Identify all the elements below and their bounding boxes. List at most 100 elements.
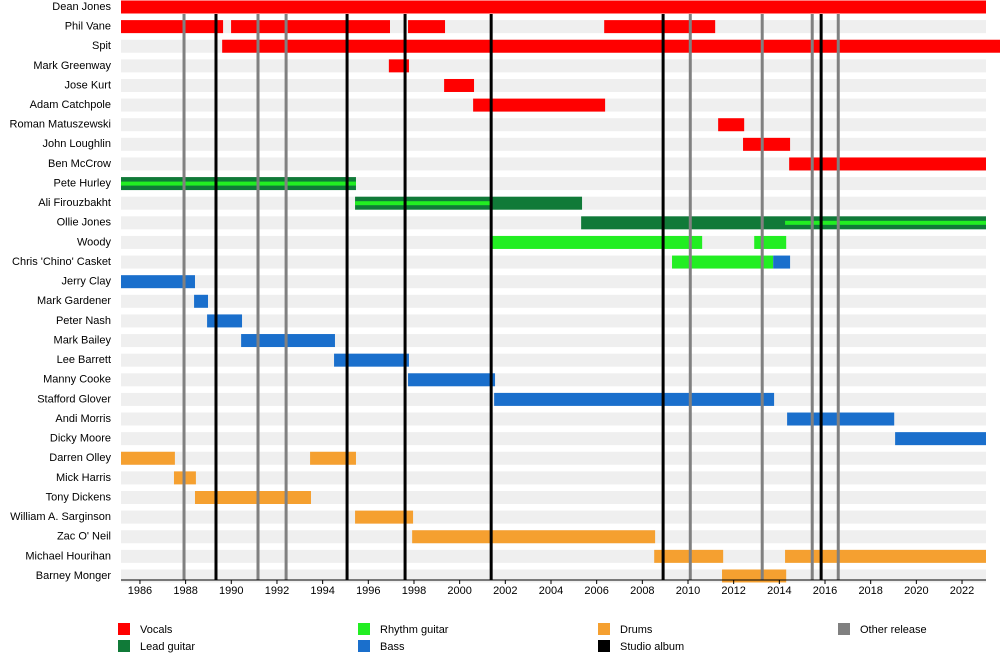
row-stripe	[121, 255, 986, 269]
member-bar	[895, 432, 986, 446]
row-stripe	[121, 432, 986, 446]
member-bar	[355, 510, 414, 524]
legend-swatch	[598, 623, 610, 635]
member-bar	[222, 39, 1000, 53]
legend-swatch	[118, 640, 130, 652]
member-name: Spit	[92, 40, 111, 52]
member-name: Zac O' Neil	[57, 531, 111, 543]
member-bar	[654, 549, 724, 563]
member-bar	[412, 530, 656, 544]
row-stripe	[121, 59, 986, 73]
member-name: Ollie Jones	[57, 217, 112, 229]
x-tick-label: 2016	[813, 585, 837, 597]
x-tick-label: 2010	[676, 585, 700, 597]
member-bar	[718, 118, 745, 132]
member-name: Tony Dickens	[46, 491, 112, 503]
x-tick-label: 1986	[128, 585, 152, 597]
member-bar	[789, 157, 986, 171]
member-name: Chris 'Chino' Casket	[12, 256, 111, 268]
member-name: Darren Olley	[49, 452, 111, 464]
row-stripe	[121, 549, 986, 563]
row-stripe	[121, 314, 986, 328]
member-name: Ali Firouzbakht	[38, 197, 111, 209]
row-stripe	[121, 294, 986, 308]
member-bar	[121, 0, 986, 14]
legend-label: Rhythm guitar	[380, 624, 449, 636]
member-bar	[334, 353, 409, 367]
row-stripe	[121, 569, 986, 583]
member-bar	[408, 373, 496, 387]
member-bar	[473, 98, 606, 112]
x-tick-label: 2022	[950, 585, 974, 597]
member-bar	[194, 294, 209, 308]
x-tick-label: 1994	[310, 585, 334, 597]
member-bar	[121, 275, 195, 289]
row-stripe	[121, 78, 986, 92]
member-name: Roman Matuszewski	[10, 119, 111, 131]
member-name: Mark Gardener	[37, 295, 111, 307]
row-stripe	[121, 157, 986, 171]
member-bar	[773, 255, 791, 269]
member-bar	[121, 451, 175, 465]
legend-label: Bass	[380, 641, 405, 653]
member-bar	[121, 20, 224, 34]
member-bar	[355, 201, 492, 206]
row-stripe	[121, 471, 986, 485]
legend-label: Drums	[620, 624, 653, 636]
member-bar	[785, 220, 986, 225]
member-name: Adam Catchpole	[30, 99, 111, 111]
member-name: Mark Bailey	[54, 334, 112, 346]
member-bar	[491, 235, 703, 249]
row-stripe	[121, 451, 986, 465]
member-name: Dicky Moore	[50, 433, 111, 445]
member-bar	[581, 216, 986, 230]
legend-label: Studio album	[620, 641, 684, 653]
member-bar	[444, 78, 475, 92]
row-stripe	[121, 275, 986, 289]
x-tick-label: 1992	[265, 585, 289, 597]
x-tick-label: 1996	[356, 585, 380, 597]
member-name: Ben McCrow	[48, 158, 111, 170]
x-tick-label: 2002	[493, 585, 517, 597]
member-name: Mick Harris	[56, 472, 111, 484]
x-tick-label: 2008	[630, 585, 654, 597]
legend-label: Lead guitar	[140, 641, 195, 653]
member-bar	[785, 549, 986, 563]
member-bar	[754, 235, 787, 249]
x-tick-label: 1990	[219, 585, 243, 597]
member-name: Phil Vane	[65, 21, 111, 33]
member-name: Jose Kurt	[65, 79, 111, 91]
legend-swatch	[358, 623, 370, 635]
member-bar	[241, 334, 335, 348]
member-bar	[787, 412, 895, 426]
row-stripe	[121, 491, 986, 504]
member-bar	[604, 20, 716, 34]
x-tick-label: 1988	[173, 585, 197, 597]
legend-swatch	[598, 640, 610, 652]
x-tick-label: 2018	[858, 585, 882, 597]
member-name: Michael Hourihan	[25, 550, 111, 562]
member-name: Lee Barrett	[57, 354, 111, 366]
row-stripe	[121, 353, 986, 367]
member-bar	[722, 569, 787, 583]
legend-label: Other release	[860, 624, 927, 636]
member-name: William A. Sarginson	[10, 511, 111, 523]
member-bar	[743, 137, 791, 151]
member-bar	[194, 491, 311, 504]
row-stripe	[121, 334, 986, 348]
row-stripe	[121, 510, 986, 524]
legend-swatch	[358, 640, 370, 652]
member-name: Pete Hurley	[54, 177, 112, 189]
legend-swatch	[118, 623, 130, 635]
x-tick-label: 2000	[447, 585, 471, 597]
member-bar	[310, 451, 356, 465]
member-bar	[207, 314, 243, 328]
x-tick-label: 1998	[402, 585, 426, 597]
member-bar	[231, 20, 390, 34]
member-name: Mark Greenway	[33, 60, 111, 72]
member-name: John Loughlin	[42, 138, 111, 150]
member-bar	[672, 255, 774, 269]
row-stripe	[121, 137, 986, 151]
